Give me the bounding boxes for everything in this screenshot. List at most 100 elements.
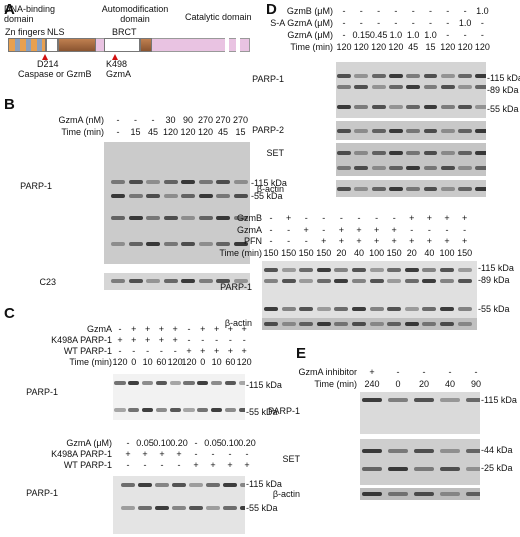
band [387,307,402,312]
band [181,242,195,247]
band [224,407,236,412]
blot [360,488,480,500]
band [404,322,419,326]
lane-value: + [356,224,362,235]
lane-value: - [422,367,426,377]
lane-value: 1.0 [458,18,472,28]
lane-value: + [158,324,165,334]
lane-value: 120 [236,357,252,367]
band [440,165,455,170]
size-marker: -55 kDa [246,407,278,417]
band [163,215,178,220]
lane-value: - [377,18,381,28]
band [388,85,403,90]
row-label: Time (min) [69,357,112,367]
lane-value: 270 [232,115,249,125]
band [465,398,480,403]
band [458,150,472,155]
band [128,242,143,247]
band [299,307,314,312]
band [388,150,403,155]
lane-value: - [410,224,414,235]
lane-value: 120 [180,127,196,137]
row-label: WT PARP-1 [63,460,112,470]
lane-value: + [409,236,415,246]
lane-value: 120 [197,127,214,137]
lane-value: - [187,335,191,345]
size-marker: -89 kDa [478,275,510,285]
size-marker: -115 kDa [478,263,514,273]
band [233,193,248,198]
lane-value: 120 [440,42,456,52]
row-label: GzmA [86,324,112,334]
blot-label: SET [282,454,300,464]
band [216,242,230,247]
band [387,448,409,453]
blot [104,273,250,290]
lane-value: - [445,224,449,235]
band [406,74,421,78]
nls-box [46,38,58,52]
band [169,407,181,412]
lane-value: - [304,236,308,246]
lane-value: - [116,115,120,125]
band [404,278,419,283]
blot-label: C23 [39,277,56,287]
band [475,104,486,109]
band [146,242,160,247]
lane-value: - [446,18,450,28]
band [138,506,152,511]
lane-value: 150 [316,247,332,258]
band [413,448,435,453]
blot [262,318,477,330]
blot [360,439,480,485]
band [181,180,195,185]
lane-value: - [151,115,155,125]
lane-value: - [322,224,326,235]
panel-letter: B [4,96,15,113]
row-label: Time (min) [290,42,333,52]
band [351,278,367,283]
band [337,74,351,78]
lane-value: 45 [147,127,159,137]
lane-value: - [287,236,291,246]
panel-letter: D [266,1,277,18]
band [114,381,126,386]
band [351,307,367,312]
lane-value: 120 [353,42,369,52]
size-marker: -115 kDa [481,395,517,405]
band [163,193,178,198]
band [281,307,296,312]
band [155,482,169,487]
blot-label: SET [266,148,284,158]
domain-label: Catalytic domain [185,12,252,22]
row-label: GzmA (μM) [287,30,333,40]
row-label: GzmB (μM) [286,6,333,16]
lane-value: + [426,236,433,246]
lane-value: + [227,346,234,356]
band [439,398,461,403]
size-marker: -115 kDa [251,178,287,188]
band [224,381,236,386]
lane-value: + [200,346,206,356]
lane-value: + [125,449,131,459]
band [354,186,369,191]
lane-value: + [227,460,233,470]
lane-value: - [126,438,130,448]
lane-value: - [463,6,467,16]
lane-value: - [269,213,273,223]
lane-value: 0.15 [352,30,371,40]
band [183,381,195,386]
row-label: Time (min) [61,127,104,137]
lane-value: - [194,438,198,448]
lane-value: + [172,324,178,334]
band [458,186,472,191]
lane-value: - [228,335,232,345]
lane-value: 100 [369,247,385,258]
band [371,165,386,170]
lane-value: - [194,449,198,459]
lane-value: - [116,127,120,137]
blot [104,142,250,264]
band [337,186,351,191]
lane-value: 40 [444,379,456,389]
